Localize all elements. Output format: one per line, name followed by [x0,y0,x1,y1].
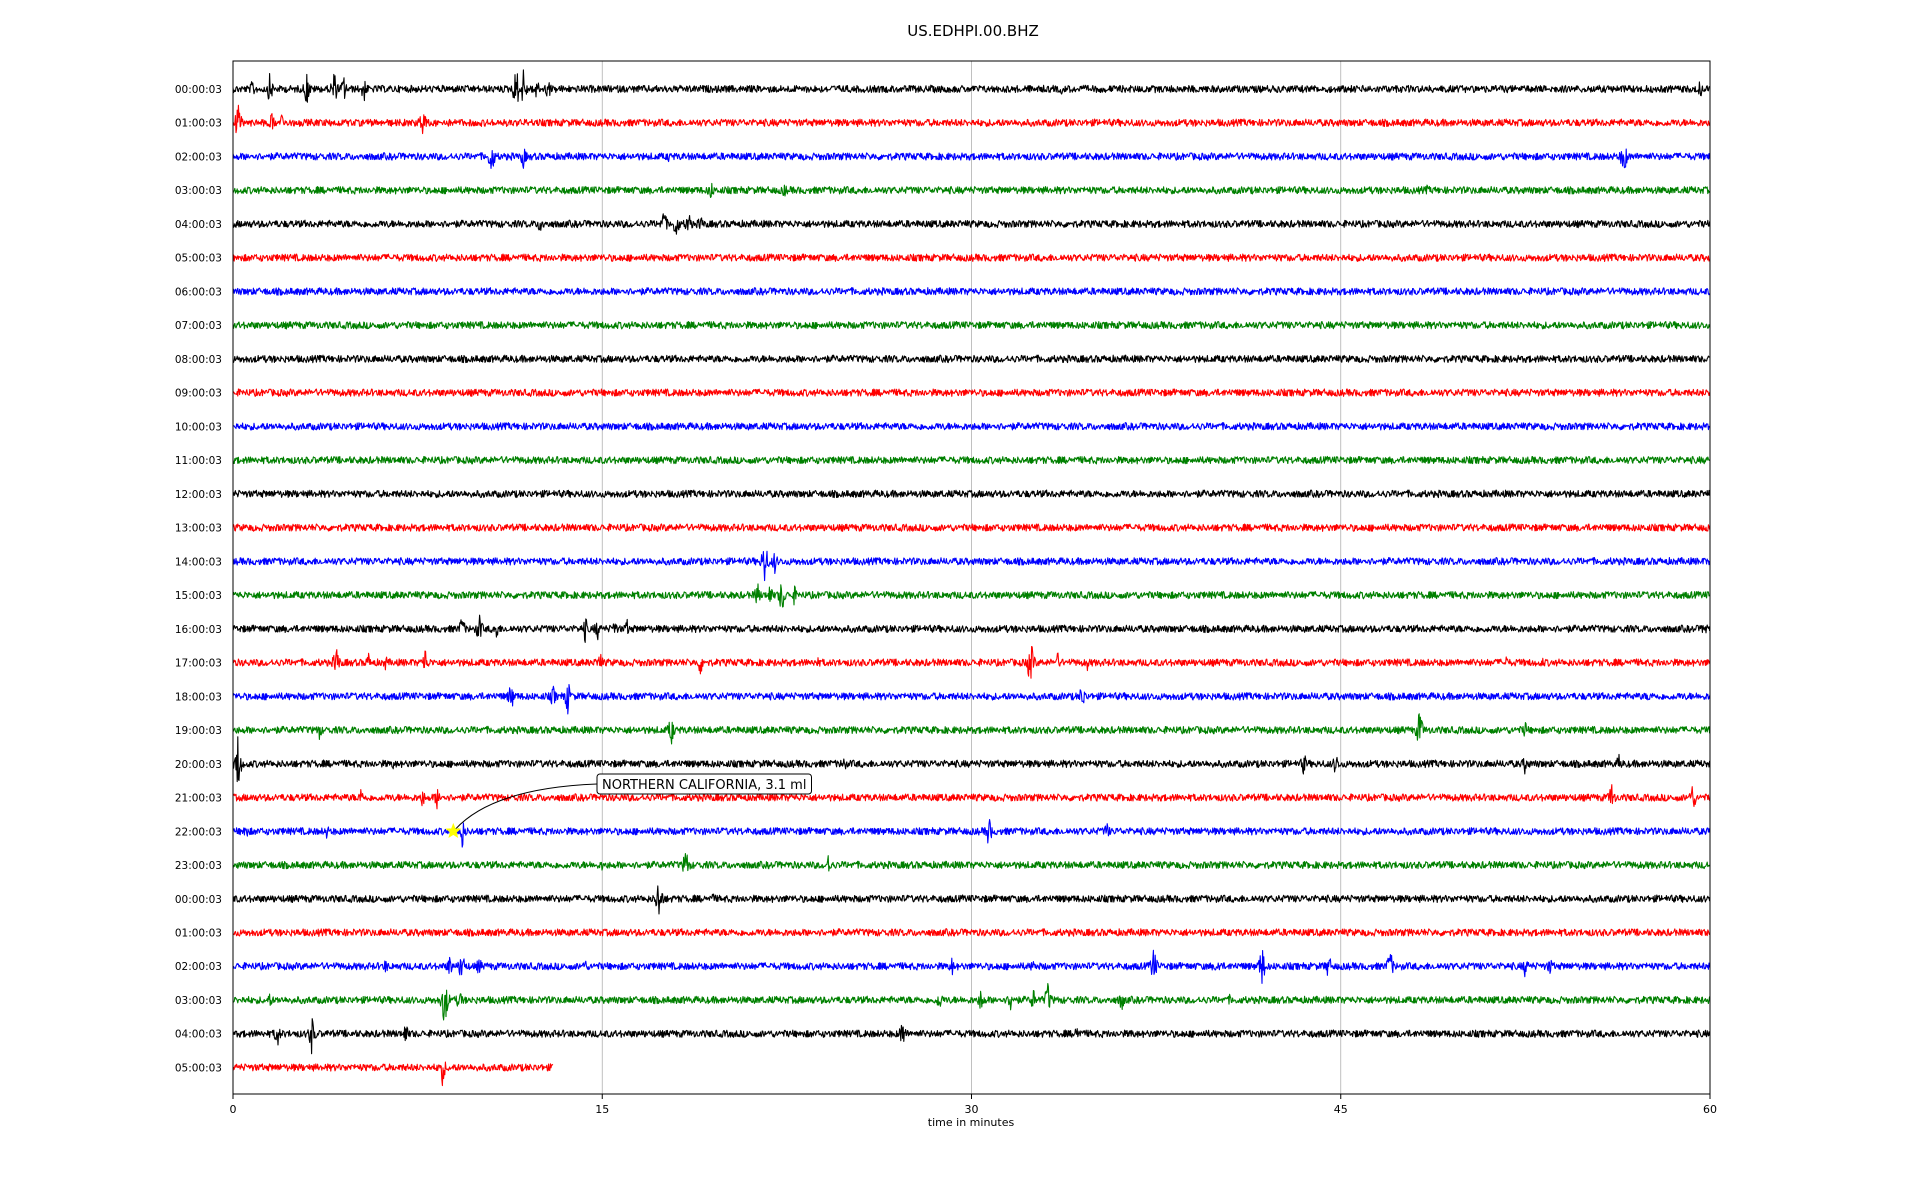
trace-line-7 [232,320,1711,330]
annotation-box: NORTHERN CALIFORNIA, 3.1 ml [596,773,812,795]
trace-line-6 [232,287,1711,296]
trace-line-2 [232,148,1711,169]
row-label: 00:00:03 [175,894,222,906]
row-label: 21:00:03 [175,793,222,805]
row-label: 01:00:03 [175,928,222,940]
trace-line-19 [232,713,1711,745]
row-label: 06:00:03 [175,286,222,298]
row-label: 19:00:03 [175,725,222,737]
row-label: 04:00:03 [175,219,222,231]
annotation-text: NORTHERN CALIFORNIA, 3.1 ml [602,778,806,793]
row-label: 05:00:03 [175,1062,222,1074]
row-label: 20:00:03 [175,759,222,771]
trace-line-11 [232,455,1710,465]
trace-line-29 [232,1061,554,1087]
x-tick-label: 0 [230,1103,237,1116]
trace-line-18 [232,683,1711,715]
annotation-arrow [454,783,598,830]
row-label: 15:00:03 [175,590,222,602]
row-label: 03:00:03 [175,995,222,1007]
trace-line-26 [232,949,1711,984]
annotation-box-frame [596,773,812,795]
trace-line-1 [232,104,1711,135]
row-label: 02:00:03 [175,961,222,973]
trace-line-0 [232,69,1711,103]
row-label: 13:00:03 [175,523,222,535]
trace-line-14 [232,550,1711,582]
x-tick-label: 30 [965,1103,979,1116]
row-label: 02:00:03 [175,151,222,163]
row-label: 11:00:03 [175,455,222,467]
trace-line-8 [232,354,1710,364]
event-star-icon [445,822,462,839]
trace-line-28 [232,1018,1711,1055]
trace-line-5 [232,253,1711,263]
row-label: 22:00:03 [175,826,222,838]
trace-line-12 [232,489,1711,499]
trace-line-21 [232,784,1711,810]
row-label: 14:00:03 [175,556,222,568]
row-label: 08:00:03 [175,354,222,366]
row-time-labels: 00:00:03 01:00:03 02:00:03 03:00:03 04:00:03… [175,84,222,1074]
x-axis-ticks: 0 15 30 45 60 [230,1094,1717,1116]
trace-line-10 [232,422,1711,431]
row-label: 00:00:03 [175,84,222,96]
row-label: 17:00:03 [175,658,222,670]
row-label: 16:00:03 [175,624,222,636]
trace-line-9 [232,388,1711,397]
event-annotations: NORTHERN CALIFORNIA, 3.1 ml [445,773,812,839]
row-label: 05:00:03 [175,253,222,265]
trace-line-15 [232,583,1710,608]
trace-line-17 [232,645,1711,679]
row-label: 10:00:03 [175,421,222,433]
row-label: 01:00:03 [175,118,222,130]
trace-line-23 [232,853,1711,872]
trace-line-25 [232,928,1711,937]
row-label: 09:00:03 [175,388,222,400]
trace-line-20 [232,736,1711,783]
x-tick-label: 45 [1334,1103,1348,1116]
trace-line-13 [232,523,1711,532]
chart-title: US.EDHPI.00.BHZ [907,22,1039,40]
row-label: 12:00:03 [175,489,222,501]
row-label: 23:00:03 [175,860,222,872]
trace-line-4 [232,213,1711,235]
trace-line-16 [232,614,1711,643]
row-label: 18:00:03 [175,691,222,703]
x-axis-label: time in minutes [928,1116,1015,1129]
row-label: 03:00:03 [175,185,222,197]
trace-line-3 [232,182,1711,199]
trace-line-24 [232,885,1711,915]
row-label: 04:00:03 [175,1029,222,1041]
seismic-traces [232,69,1711,1087]
x-tick-label: 60 [1703,1103,1717,1116]
trace-line-22 [232,819,1711,848]
x-tick-label: 15 [595,1103,609,1116]
trace-line-27 [232,982,1711,1021]
row-label: 07:00:03 [175,320,222,332]
grid-lines [601,61,1342,1094]
